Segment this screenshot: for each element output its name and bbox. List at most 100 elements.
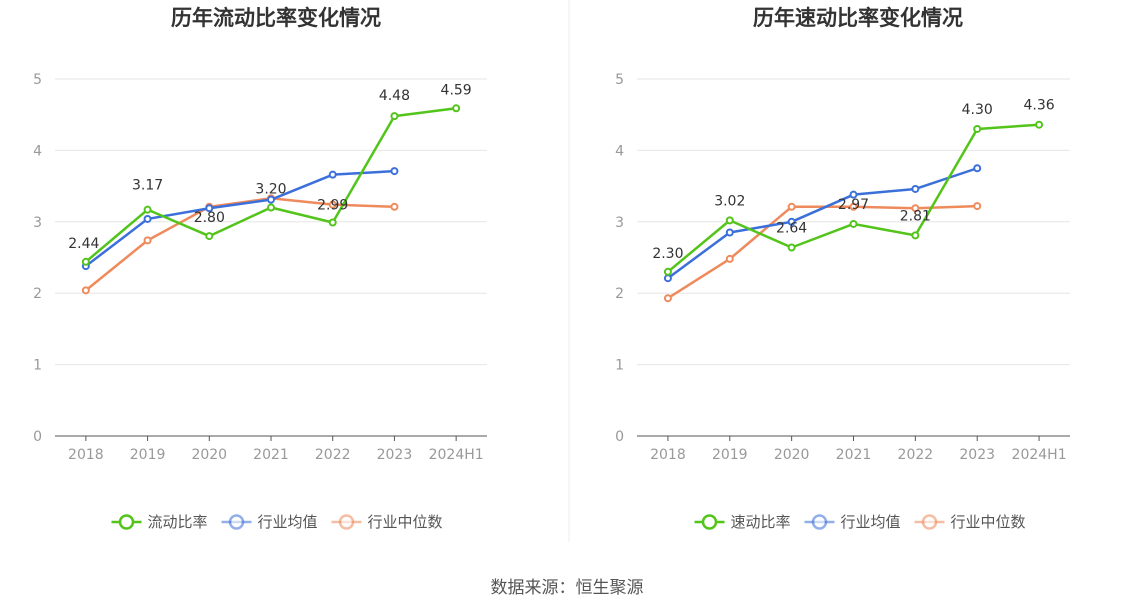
data-point[interactable]	[973, 124, 982, 133]
data-point[interactable]	[267, 195, 275, 204]
data-label: 2.97	[838, 197, 869, 213]
legend-marker-icon	[921, 514, 938, 530]
y-tick-label: 3	[33, 215, 42, 231]
data-point[interactable]	[911, 231, 920, 240]
series-line-1	[85, 169, 395, 268]
data-label: 4.48	[379, 88, 410, 104]
series-line-2	[667, 204, 978, 300]
y-tick-label: 3	[615, 215, 624, 231]
data-point[interactable]	[663, 267, 672, 276]
x-tick-label: 2018	[650, 447, 686, 463]
data-label: 2.44	[68, 236, 99, 252]
y-tick-label: 4	[33, 143, 42, 159]
chart-title: 历年流动比率变化情况	[171, 6, 381, 30]
x-tick-label: 2020	[191, 447, 227, 463]
data-point[interactable]	[849, 190, 858, 199]
data-label: 4.36	[1023, 98, 1054, 114]
y-tick-label: 0	[615, 429, 624, 445]
data-point[interactable]	[328, 170, 337, 179]
legend-marker-icon	[701, 514, 718, 530]
data-point[interactable]	[973, 202, 982, 211]
y-tick-label: 1	[33, 358, 42, 374]
data-label: 3.02	[714, 193, 745, 209]
data-point[interactable]	[267, 203, 275, 212]
data-label: 3.20	[255, 182, 286, 198]
data-point[interactable]	[849, 202, 858, 211]
data-label: 2.81	[900, 208, 931, 224]
data-point[interactable]	[663, 274, 672, 283]
data-point[interactable]	[787, 202, 796, 211]
data-point[interactable]	[328, 218, 337, 227]
data-label: 2.64	[776, 221, 807, 237]
x-tick-label: 2022	[898, 447, 934, 463]
y-tick-label: 4	[615, 143, 624, 159]
y-tick-label: 0	[33, 429, 42, 445]
legend-label: 行业中位数	[951, 513, 1026, 531]
data-point[interactable]	[452, 104, 461, 113]
y-tick-label: 2	[33, 286, 42, 302]
data-label: 2.80	[194, 210, 225, 226]
data-point[interactable]	[143, 236, 152, 245]
legend-item-1[interactable]: 行业均值	[804, 513, 901, 531]
legend-item-0[interactable]: 流动比率	[111, 513, 208, 531]
data-point[interactable]	[725, 228, 734, 237]
data-label: 3.17	[132, 178, 163, 194]
x-tick-label: 2024H1	[429, 447, 484, 463]
x-tick-label: 2024H1	[1012, 447, 1067, 463]
data-point[interactable]	[787, 217, 796, 226]
data-point[interactable]	[390, 167, 399, 176]
legend-item-0[interactable]: 速动比率	[694, 513, 791, 531]
x-tick-label: 2019	[130, 447, 166, 463]
legend-marker-icon	[228, 514, 245, 530]
data-label: 2.30	[652, 246, 683, 262]
data-point[interactable]	[663, 294, 672, 303]
y-tick-label: 5	[615, 72, 624, 88]
x-tick-label: 2020	[774, 447, 810, 463]
data-point[interactable]	[390, 202, 399, 211]
x-tick-label: 2021	[253, 447, 289, 463]
legend-label: 流动比率	[148, 513, 208, 531]
data-label: 4.59	[441, 82, 472, 98]
x-tick-label: 2019	[712, 447, 748, 463]
data-point[interactable]	[1035, 120, 1044, 129]
x-tick-label: 2023	[959, 447, 995, 463]
legend-item-2[interactable]: 行业中位数	[914, 513, 1026, 531]
data-point[interactable]	[725, 216, 734, 225]
data-point[interactable]	[81, 257, 90, 266]
y-tick-label: 5	[33, 72, 42, 88]
data-source-note: 数据来源：恒生聚源	[491, 578, 644, 598]
data-label: 4.30	[962, 102, 993, 118]
data-point[interactable]	[911, 184, 920, 193]
data-point[interactable]	[81, 286, 90, 295]
data-label: 2.99	[317, 198, 348, 214]
data-point[interactable]	[143, 214, 152, 223]
chart-title: 历年速动比率变化情况	[753, 6, 963, 30]
legend-item-1[interactable]: 行业均值	[221, 513, 318, 531]
x-tick-label: 2018	[68, 447, 104, 463]
data-point[interactable]	[787, 243, 796, 252]
x-tick-label: 2021	[836, 447, 872, 463]
legend-marker-icon	[338, 514, 355, 530]
legend-marker-icon	[811, 514, 828, 530]
series-line-1	[667, 167, 978, 280]
legend-label: 行业均值	[841, 513, 901, 531]
current-ratio-chart: 历年流动比率变化情况 0 1 2 3 4 5 2018 2019 2020 2021 2022 2023…	[33, 6, 487, 531]
legend-label: 行业均值	[258, 513, 318, 531]
data-point[interactable]	[143, 205, 152, 214]
data-point[interactable]	[205, 204, 214, 213]
legend-item-2[interactable]: 行业中位数	[331, 513, 443, 531]
legend-label: 速动比率	[731, 513, 791, 531]
x-tick-label: 2022	[315, 447, 351, 463]
legend-marker-icon	[118, 514, 135, 530]
data-point[interactable]	[205, 232, 214, 241]
data-point[interactable]	[911, 204, 920, 213]
data-point[interactable]	[390, 112, 399, 121]
x-tick-label: 2023	[377, 447, 413, 463]
legend-label: 行业中位数	[368, 513, 443, 531]
data-point[interactable]	[973, 164, 982, 173]
data-point[interactable]	[849, 219, 858, 228]
y-tick-label: 2	[615, 286, 624, 302]
data-point[interactable]	[725, 254, 734, 263]
data-point[interactable]	[328, 200, 337, 209]
